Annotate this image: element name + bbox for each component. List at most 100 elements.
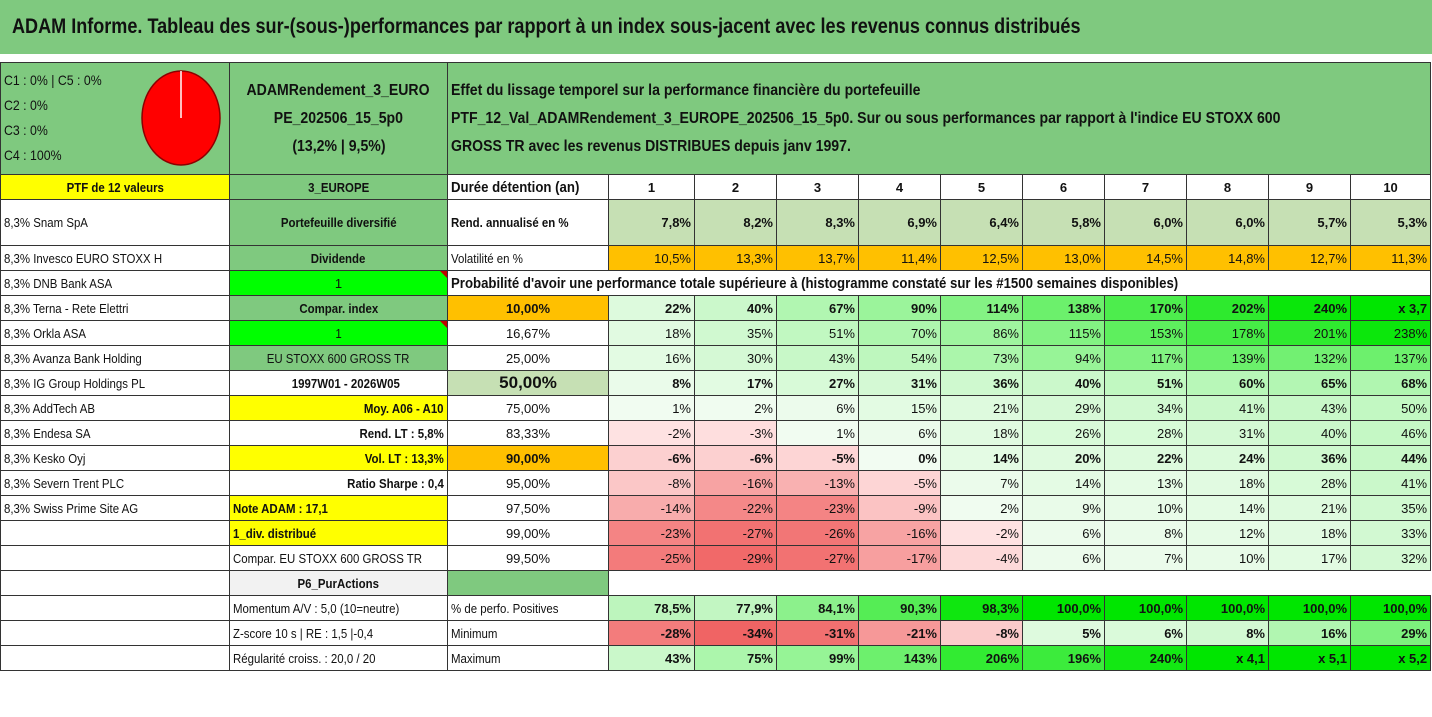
min-value: 5% [1022, 620, 1105, 646]
prob-value: 16% [608, 345, 695, 371]
holding-5: 8,3% Orkla ASA [0, 320, 230, 346]
max-value: x 4,1 [1186, 645, 1269, 671]
prob-value: 1% [776, 420, 859, 446]
holding-12: 8,3% Swiss Prime Site AG [0, 495, 230, 521]
prob-value: 6% [776, 395, 859, 421]
prob-value: -23% [608, 520, 695, 546]
prob-value: -8% [608, 470, 695, 496]
prob-threshold: 50,00% [447, 370, 609, 396]
year-2: 2 [694, 174, 777, 200]
prob-value: -17% [858, 545, 941, 571]
prob-value: -3% [694, 420, 777, 446]
holding-10: 8,3% Kesko Oyj [0, 445, 230, 471]
prob-title-row: 8,3% DNB Bank ASA 1 Probabilité d'avoir … [0, 270, 1432, 296]
prob-row: 8,3% Severn Trent PLC Ratio Sharpe : 0,4 9… [0, 470, 1432, 496]
prob-value: 8% [608, 370, 695, 396]
prob-value: 35% [694, 320, 777, 346]
dividend-label: Dividende [229, 245, 448, 271]
prob-value: 40% [694, 295, 777, 321]
prob-value: -26% [776, 520, 859, 546]
minimum-row: Z-score 10 s | RE : 1,5 |-0,4 Minimum -2… [0, 620, 1432, 646]
prob-threshold: 99,00% [447, 520, 609, 546]
year-1: 1 [608, 174, 695, 200]
pie-legend-c4: C4 : 100% [4, 147, 62, 163]
prob-value: -4% [940, 545, 1023, 571]
prob-value: 73% [940, 345, 1023, 371]
holding-8: 8,3% AddTech AB [0, 395, 230, 421]
rend-value: 6,0% [1186, 199, 1269, 246]
year-5: 5 [940, 174, 1023, 200]
prob-value: 14% [1186, 495, 1269, 521]
vol-value: 14,5% [1104, 245, 1187, 271]
prob-value: -6% [608, 445, 695, 471]
empty-cell [0, 645, 230, 671]
prob-value: 54% [858, 345, 941, 371]
holding-6: 8,3% Avanza Bank Holding [0, 345, 230, 371]
p6-row: P6_PurActions [0, 570, 1431, 596]
mid-one-b[interactable]: 1 [229, 320, 448, 346]
empty-cell [0, 570, 230, 596]
min-label: Minimum [447, 620, 609, 646]
prob-value: 1% [608, 395, 695, 421]
vol-value: 14,8% [1186, 245, 1269, 271]
mid-note: Note ADAM : 17,1 [229, 495, 448, 521]
rend-label: Rend. annualisé en % [447, 199, 609, 246]
holding-7: 8,3% IG Group Holdings PL [0, 370, 230, 396]
year-10: 10 [1349, 174, 1432, 200]
prob-value: 18% [1268, 520, 1351, 546]
prob-value: 138% [1022, 295, 1105, 321]
empty-cell [0, 620, 230, 646]
prob-rows: 8,3% Terna - Rete Elettri Compar. index 10… [0, 295, 1432, 596]
prob-value: 90% [858, 295, 941, 321]
mid-rend-lt: Rend. LT : 5,8% [229, 420, 448, 446]
prob-value: -13% [776, 470, 859, 496]
prob-value: 67% [776, 295, 859, 321]
rend-value: 5,3% [1349, 199, 1432, 246]
max-value: 196% [1022, 645, 1105, 671]
mid-compar-full: Compar. EU STOXX 600 GROSS TR [229, 545, 448, 571]
rend-value: 5,8% [1022, 199, 1105, 246]
year-7: 7 [1104, 174, 1187, 200]
dividend-setting[interactable]: 1 [229, 270, 448, 296]
min-value: -28% [608, 620, 695, 646]
prob-value: 30% [694, 345, 777, 371]
prob-value: 139% [1186, 345, 1269, 371]
prob-value: 7% [940, 470, 1023, 496]
max-value: 240% [1104, 645, 1187, 671]
rend-value: 8,2% [694, 199, 777, 246]
vol-value: 11,4% [858, 245, 941, 271]
prob-value: -23% [776, 495, 859, 521]
prob-value: 70% [858, 320, 941, 346]
year-9: 9 [1268, 174, 1351, 200]
pos-value: 90,3% [858, 595, 941, 621]
max-label: Maximum [447, 645, 609, 671]
prob-threshold: 97,50% [447, 495, 609, 521]
mid-vol-lt: Vol. LT : 13,3% [229, 445, 448, 471]
year-4: 4 [858, 174, 941, 200]
prob-row: 8,3% Orkla ASA 1 16,67% 18% 35% 51% 70% 86% 115%… [0, 320, 1432, 346]
prob-row: 8,3% Terna - Rete Elettri Compar. index 10… [0, 295, 1432, 321]
pos-value: 98,3% [940, 595, 1023, 621]
prob-value: 178% [1186, 320, 1269, 346]
prob-row: Compar. EU STOXX 600 GROSS TR 99,50% -25% -… [0, 545, 1432, 571]
vol-value: 12,7% [1268, 245, 1351, 271]
prob-value: -2% [608, 420, 695, 446]
prob-value: 22% [608, 295, 695, 321]
prob-value: 36% [940, 370, 1023, 396]
empty-cell [0, 520, 230, 546]
prob-value: 43% [776, 345, 859, 371]
prob-value: -27% [694, 520, 777, 546]
description-cell: Effet du lissage temporel sur la perform… [446, 62, 1432, 175]
prob-value: 31% [1186, 420, 1269, 446]
prob-value: 65% [1268, 370, 1351, 396]
prob-value: 17% [694, 370, 777, 396]
description-line-2: PTF_12_Val_ADAMRendement_3_EUROPE_202506… [451, 110, 1281, 127]
rend-value: 7,8% [608, 199, 695, 246]
prob-value: 43% [1268, 395, 1351, 421]
prob-row: 1_div. distribué 99,00% -23% -27% -26% -16% -2… [0, 520, 1432, 546]
performance-table: C1 : 0% | C5 : 0% C2 : 0% C3 : 0% C4 : 1… [0, 62, 1432, 671]
pos-value: 100,0% [1268, 595, 1351, 621]
mid-period: 1997W01 - 2026W05 [229, 370, 448, 396]
prob-threshold: 90,00% [447, 445, 609, 471]
